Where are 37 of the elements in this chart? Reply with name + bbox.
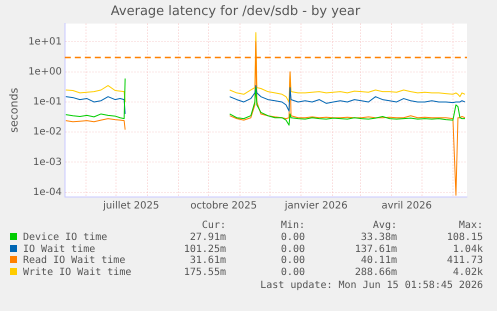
x-tick-label: juillet 2025 — [102, 200, 160, 212]
text: 175.55m — [182, 267, 226, 279]
text: 33.38m — [360, 232, 397, 244]
y-tick-label: 1e-02 — [32, 126, 62, 138]
text: 288.66m — [354, 267, 397, 279]
y-tick-label: 1e-01 — [32, 96, 62, 108]
chart-title: Average latency for /dev/sdb - by year — [110, 4, 361, 20]
text: 0.00 — [280, 244, 305, 256]
text: 0.00 — [280, 267, 305, 279]
x-tick-label: janvier 2026 — [284, 200, 348, 212]
x-tick-label: octobre 2025 — [190, 200, 258, 212]
y-tick-label: 1e+00 — [28, 66, 62, 78]
y-axis-title: seconds — [7, 88, 20, 133]
x-tick-label: avril 2026 — [382, 200, 432, 212]
text: 27.91m — [188, 232, 226, 244]
legend-label: IO Wait time — [22, 244, 96, 255]
y-tick-label: 1e-03 — [32, 156, 62, 168]
text: Cur: — [200, 220, 226, 232]
text: 4.02k — [452, 267, 483, 279]
text: Max: — [458, 220, 483, 232]
y-tick-label: 1e+01 — [28, 36, 62, 48]
text: 108.15 — [446, 232, 483, 244]
text: 31.61m — [188, 255, 226, 268]
text: 0.00 — [280, 232, 305, 244]
text: Last update: Mon Jun 15 01:58:45 2026 — [260, 280, 483, 291]
text: 101.25m — [182, 244, 226, 256]
text: 411.73 — [446, 255, 483, 267]
text: 0.00 — [280, 255, 305, 268]
text: Min: — [280, 220, 305, 232]
y-tick-label: 1e-04 — [32, 186, 62, 198]
text: 137.61m — [354, 244, 397, 256]
text: 1.04k — [452, 244, 483, 256]
legend-label: Write IO Wait time — [22, 267, 132, 279]
text: 40.11m — [360, 255, 397, 268]
legend-label: Read IO Wait time — [22, 255, 126, 267]
legend-label: Device IO time — [22, 232, 108, 244]
text: Avg: — [372, 220, 397, 232]
